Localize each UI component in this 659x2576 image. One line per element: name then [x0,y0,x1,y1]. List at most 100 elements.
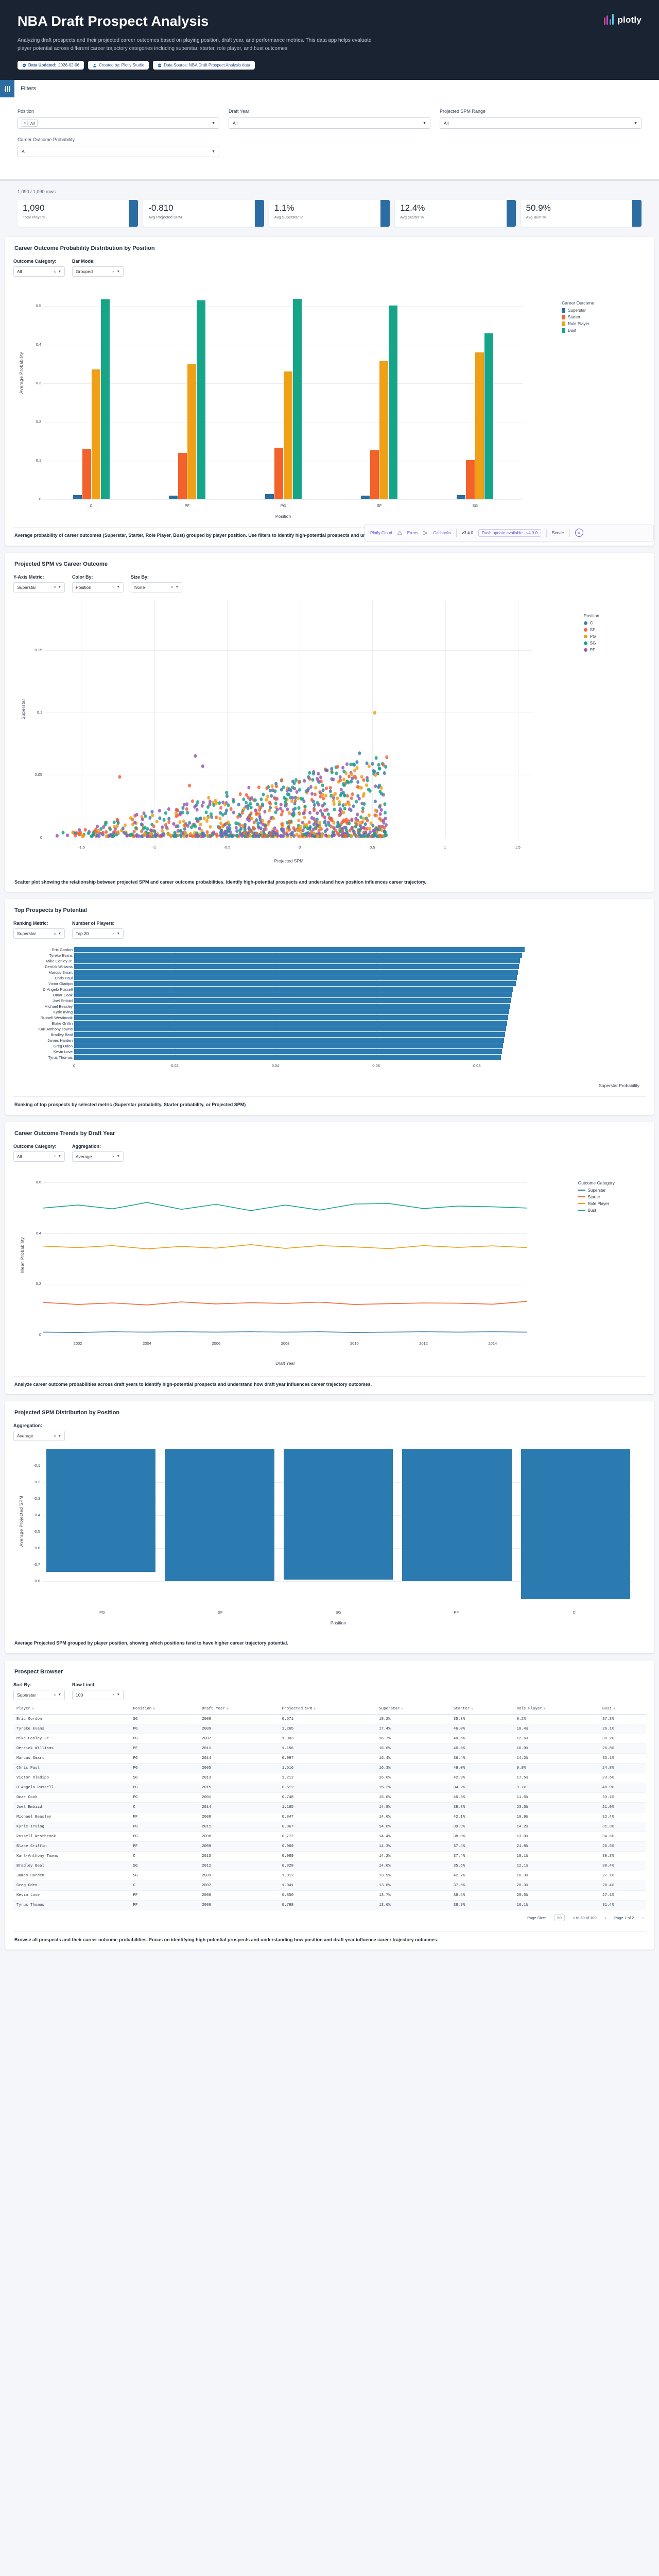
chevron-down-icon[interactable]: ▼ [175,585,179,589]
table-column-header[interactable]: Draft Year ⇅ [199,1703,279,1715]
bar[interactable] [283,1449,393,1580]
position-chip[interactable]: × All [22,120,38,127]
chevron-down-icon[interactable]: ▼ [212,121,215,125]
legend-item[interactable]: PF [583,648,599,652]
table-row[interactable]: Tyrus Thomas PF 2006 0.798 13.6% 38.9% 16.1% 31… [13,1900,646,1910]
bar-group[interactable] [235,287,331,499]
chevron-down-icon[interactable]: ▼ [634,121,637,125]
table-row[interactable]: Joel Embiid C 2014 1.165 14.8% 39.8% 23.5% 21.9… [13,1802,646,1812]
legend-item[interactable]: PG [583,634,599,639]
table-column-header[interactable]: Projected SPM ⇅ [279,1703,376,1715]
bar-group[interactable] [331,287,427,499]
clear-icon[interactable]: × [112,1154,115,1159]
table-column-header[interactable]: Superstar ⇅ [376,1703,450,1715]
hbar-row[interactable]: Karl-Anthony Towns [13,1026,646,1031]
color-by-select[interactable]: Position × ▼ [72,582,124,592]
aggregation-select[interactable]: Average × ▼ [72,1151,124,1162]
y-axis-metric-select[interactable]: Superstar × ▼ [13,582,65,592]
draft-year-select[interactable]: All ▼ [229,117,430,129]
bar[interactable] [73,495,82,499]
hbar[interactable] [74,1055,501,1060]
legend-item[interactable]: C [583,621,599,625]
legend-item[interactable]: Role Player [578,1201,615,1206]
clear-icon[interactable]: × [112,931,115,936]
hbar[interactable] [74,998,511,1003]
table-column-header[interactable]: Role Player ⇅ [513,1703,600,1715]
chart-spm-dist-by-position[interactable]: Average Projected SPM -0.1 -0.2 -0.3 -0.4 -0… [13,1444,646,1630]
collapse-toggle-icon[interactable]: » [575,529,583,537]
errors-link[interactable]: Errors [407,530,419,535]
hbar-row[interactable]: D`Angelo Russell [13,987,646,992]
hbar[interactable] [74,992,512,997]
chip-remove-icon[interactable]: × [22,121,28,125]
server-status[interactable]: Server [552,530,564,535]
hbar[interactable] [74,1015,508,1020]
table-row[interactable]: Russell Westbrook PG 2008 0.772 14.4% 38.0% 13… [13,1832,646,1842]
bar[interactable] [265,494,274,499]
aggregation-select[interactable]: Average × ▼ [13,1431,65,1441]
position-select[interactable]: × All ▼ [18,117,219,129]
prospect-table[interactable]: Player ⇅ Position ⇅ Draft Year ⇅ Projected SPM… [13,1703,646,1910]
chevron-down-icon[interactable]: ▼ [58,1434,61,1438]
sort-icon[interactable]: ⇅ [471,1706,474,1710]
bar[interactable] [187,364,197,499]
table-row[interactable]: Derrick Williams PF 2011 1.156 16.6% 40.6% 16.… [13,1743,646,1754]
sort-icon[interactable]: ⇅ [32,1706,34,1710]
bar-group[interactable] [427,287,523,499]
table-column-header[interactable]: Player ⇅ [13,1703,130,1715]
outcome-category-select[interactable]: All × ▼ [13,1151,65,1162]
table-row[interactable]: Eric Gordon SG 2008 0.571 18.2% 35.3% 9.2% 37.3… [13,1714,646,1724]
clear-icon[interactable]: × [54,1154,56,1159]
table-column-header[interactable]: Position ⇅ [130,1703,199,1715]
chart-legend[interactable]: Career Outcome Superstar Starter Role Playe… [562,300,594,335]
chevron-down-icon[interactable]: ▼ [58,585,61,589]
plotly-cloud-link[interactable]: Plotly Cloud [370,530,392,535]
hbar-row[interactable]: Kyrie Irving [13,1009,646,1014]
hbar-row[interactable]: Tyrus Thomas [13,1055,646,1060]
legend-item[interactable]: Bust [562,328,594,333]
ranking-metric-select[interactable]: Superstar × ▼ [13,928,65,939]
clear-icon[interactable]: × [54,1692,56,1697]
bar[interactable] [46,1449,156,1572]
hbar-row[interactable]: Russell Westbrook [13,1015,646,1020]
hbar-row[interactable]: James Harden [13,1038,646,1043]
bar[interactable] [283,371,292,499]
hbar-row[interactable]: Eric Gordon [13,947,646,952]
chevron-down-icon[interactable]: ▼ [116,1155,120,1158]
bar[interactable] [82,449,91,499]
bar[interactable] [466,460,475,499]
hbar-row[interactable]: Mike Conley Jr. [13,958,646,963]
bar[interactable] [197,300,206,499]
bar[interactable] [402,1449,512,1581]
chevron-down-icon[interactable]: ▼ [58,269,61,274]
hbar[interactable] [74,1026,506,1031]
chevron-down-icon[interactable]: ▼ [116,269,120,274]
career-outcome-select[interactable]: All ▼ [18,146,219,157]
sort-icon[interactable]: ⇅ [401,1706,404,1710]
hbar[interactable] [74,981,516,986]
bar[interactable] [100,299,110,499]
table-row[interactable]: Tyreke Evans PG 2009 1.265 17.4% 46.0% 10.4% 26… [13,1724,646,1734]
table-row[interactable]: Greg Oden C 2007 1.041 13.8% 37.5% 20.3% 28.4% [13,1880,646,1891]
chevron-down-icon[interactable]: ▼ [116,585,120,589]
chevron-down-icon[interactable]: ▼ [116,1693,120,1697]
bar[interactable] [292,299,302,499]
hbar-row[interactable]: Bradley Beal [13,1032,646,1037]
dash-dev-toolbar[interactable]: Plotly Cloud Errors Callbacks v3.4.0 Das… [365,524,654,541]
table-row[interactable]: Bradley Beal SG 2012 0.828 14.0% 35.5% 12.1% 38… [13,1861,646,1871]
hbar-row[interactable]: Blake Griffin [13,1021,646,1026]
bar[interactable] [274,448,283,499]
hbar[interactable] [74,1049,502,1054]
legend-item[interactable]: Bust [578,1208,615,1213]
chevron-down-icon[interactable]: ▼ [58,931,61,936]
spm-range-select[interactable]: All ▼ [440,117,641,129]
bar-group[interactable] [139,287,235,499]
hbar[interactable] [74,970,518,975]
hbar-row[interactable]: Omar Cook [13,992,646,997]
table-row[interactable]: Victor Oladipo SG 2013 1.212 16.0% 42.9% 17.5%… [13,1773,646,1783]
hbar[interactable] [74,1038,505,1043]
chevron-down-icon[interactable]: ▼ [423,121,426,125]
bar[interactable] [379,361,388,499]
legend-item[interactable]: Starter [562,315,594,319]
legend-item[interactable]: SF [583,628,599,632]
